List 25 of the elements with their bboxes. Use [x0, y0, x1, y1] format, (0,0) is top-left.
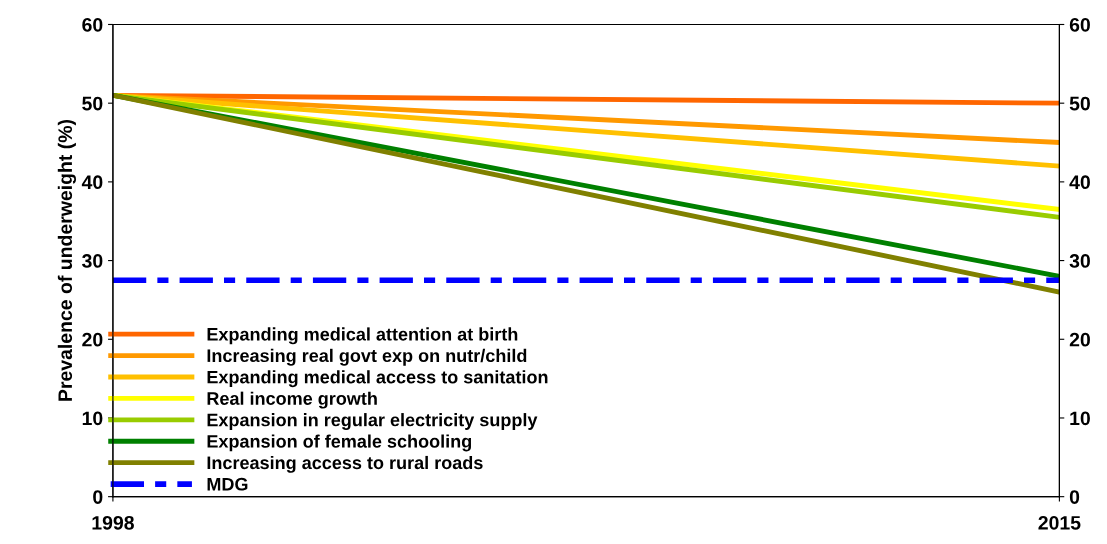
- y2-tick-label: 0: [1069, 490, 1080, 504]
- legend-label: Expansion of female schooling: [207, 434, 472, 452]
- y-tick-label: 60: [82, 17, 103, 32]
- y2-tick-label: 10: [1070, 411, 1090, 426]
- y-tick-label: 10: [82, 411, 103, 426]
- y-tick-label: 50: [82, 96, 103, 111]
- legend-label: Expanding medical attention at birth: [207, 327, 518, 345]
- y-tick-label: 30: [82, 254, 103, 268]
- legend-label: Expanding medical access to sanitation: [207, 370, 548, 388]
- legend-label: Expansion in regular electricity supply: [207, 413, 538, 430]
- y-tick-label: 0: [93, 490, 103, 504]
- legend-label: Real income growth: [207, 391, 377, 409]
- y-tick-label: 20: [82, 332, 103, 347]
- legend-label: MDG: [207, 477, 248, 491]
- y2-tick-label: 50: [1069, 96, 1090, 111]
- legend-label: Increasing real govt exp on nutr/child: [207, 348, 527, 366]
- y2-tick-label: 20: [1069, 332, 1090, 347]
- x-tick-label: 1998: [92, 515, 134, 530]
- x-tick-label: 2015: [1038, 515, 1081, 530]
- y2-tick-label: 30: [1069, 254, 1090, 268]
- y-tick-label: 40: [81, 175, 103, 190]
- legend-label: Increasing access to rural roads: [207, 455, 483, 473]
- y-axis-title: Prevalence of underweight (%): [57, 119, 77, 401]
- y2-tick-label: 60: [1069, 17, 1090, 32]
- y2-tick-label: 40: [1069, 175, 1090, 190]
